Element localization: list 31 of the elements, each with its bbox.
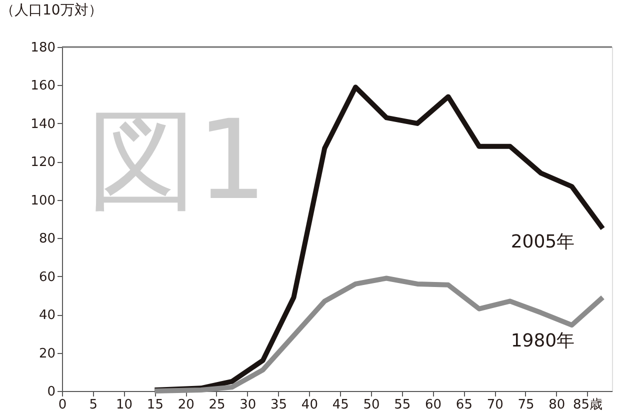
- x-tick-label: 5: [89, 398, 98, 412]
- x-tick-label: 40: [301, 398, 318, 412]
- x-tick-label: 70: [486, 398, 504, 412]
- y-tick-label: 40: [38, 308, 56, 324]
- y-tick-label: 20: [38, 346, 56, 362]
- y-tick-label: 100: [30, 193, 56, 208]
- series-label: 1980年: [510, 330, 575, 352]
- series-label: 2005年: [510, 232, 575, 253]
- x-tick-label: 60: [425, 398, 442, 412]
- x-tick-label: 80: [548, 398, 566, 412]
- x-tick-label: 75: [518, 398, 534, 412]
- y-tick-label: 0: [47, 384, 56, 400]
- y-tick-label: 120: [30, 155, 56, 170]
- x-tick-label: 55: [394, 398, 411, 412]
- x-tick-label: 20: [178, 398, 194, 412]
- x-tick-label: 35: [270, 398, 288, 412]
- y-tick-label: 180: [30, 40, 56, 56]
- x-tick-label: 25: [208, 398, 226, 412]
- x-tick-label: 85歳: [573, 398, 603, 412]
- y-tick-label: 60: [38, 270, 56, 285]
- y-tick-label: 140: [30, 116, 56, 132]
- x-tick-label: 0: [58, 398, 67, 412]
- y-tick-label: 160: [30, 78, 56, 94]
- x-tick-label: 45: [332, 398, 349, 412]
- x-tick-label: 50: [363, 398, 380, 412]
- x-tick-label: 65: [456, 398, 472, 412]
- x-tick-label: 10: [116, 398, 133, 412]
- x-tick-label: 15: [146, 398, 164, 412]
- x-tick-label: 30: [240, 398, 256, 412]
- y-axis-title: （人口10万対）: [0, 2, 102, 18]
- y-tick-label: 80: [38, 232, 56, 247]
